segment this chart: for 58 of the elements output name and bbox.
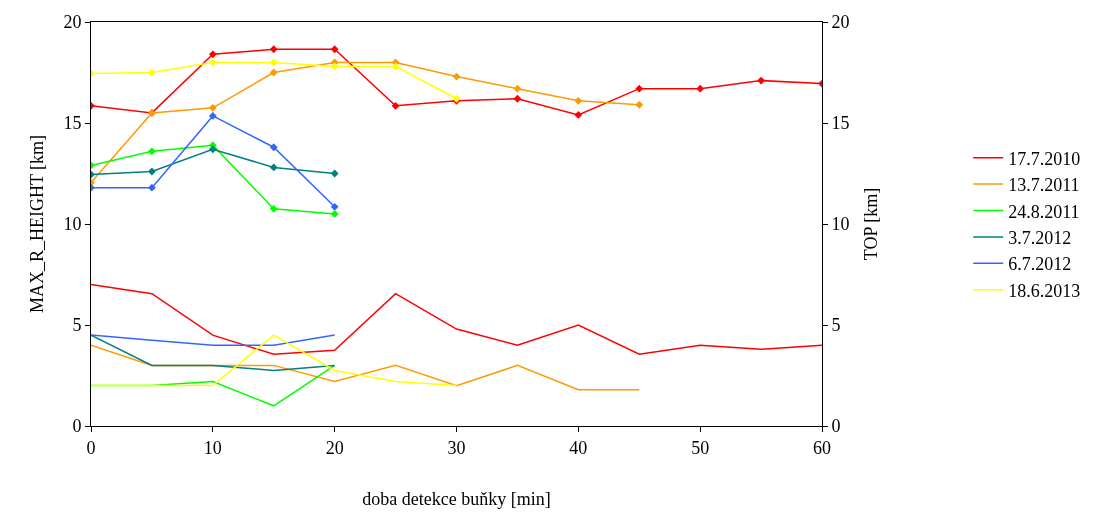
x-tick-label: 40 (569, 437, 588, 458)
y2-axis-title: TOP [km] (860, 187, 881, 261)
legend-label: 24.8.2011 (1008, 201, 1080, 222)
y2-tick-label: 20 (831, 12, 850, 33)
legend-label: 3.7.2012 (1008, 227, 1072, 248)
point (574, 111, 583, 119)
legend-label: 13.7.2011 (1008, 175, 1080, 196)
point (269, 163, 278, 172)
y-tick-label: 15 (63, 113, 82, 134)
point (269, 45, 278, 54)
x-tick-label: 60 (813, 437, 831, 458)
x-axis-title: doba detekce buňky [min] (362, 488, 551, 509)
point (269, 204, 278, 213)
point (513, 94, 522, 103)
point (391, 62, 400, 71)
x-tick-label: 50 (691, 437, 710, 458)
point (208, 103, 217, 112)
point (330, 62, 339, 71)
legend-label: 6.7.2012 (1008, 254, 1072, 275)
line-series (91, 283, 822, 356)
x-tick-label: 0 (86, 437, 96, 458)
legend-label: 18.6.2013 (1008, 280, 1081, 301)
point (208, 112, 217, 120)
y-tick-label: 5 (72, 315, 82, 336)
point (208, 145, 217, 154)
point (391, 101, 400, 110)
y2-tick-label: 5 (831, 315, 841, 336)
x-tick-label: 30 (447, 437, 466, 458)
point (330, 45, 339, 54)
point (330, 210, 339, 218)
point (148, 68, 156, 77)
point (208, 50, 217, 59)
point (635, 84, 644, 93)
point (148, 167, 156, 176)
point (269, 143, 278, 152)
y-tick-label: 0 (72, 416, 82, 437)
y-tick-label: 10 (63, 214, 82, 235)
y2-tick-label: 10 (831, 214, 850, 235)
point (757, 76, 765, 85)
point (148, 147, 156, 156)
x-tick-label: 20 (325, 437, 344, 458)
point (269, 58, 278, 67)
point (208, 58, 217, 67)
point (696, 84, 705, 93)
y2-tick-label: 15 (831, 113, 850, 134)
point (574, 96, 583, 105)
point (330, 169, 339, 178)
y-axis-title: MAX_R_HEIGHT [km] (26, 134, 47, 314)
legend-label: 17.7.2010 (1008, 148, 1081, 169)
y2-tick-label: 0 (831, 416, 841, 437)
point (330, 202, 339, 211)
point (635, 100, 644, 109)
point (148, 183, 156, 192)
point (269, 68, 278, 77)
x-tick-label: 10 (203, 437, 222, 458)
point (513, 84, 522, 93)
line-series (91, 334, 458, 387)
y-tick-label: 20 (63, 12, 82, 33)
